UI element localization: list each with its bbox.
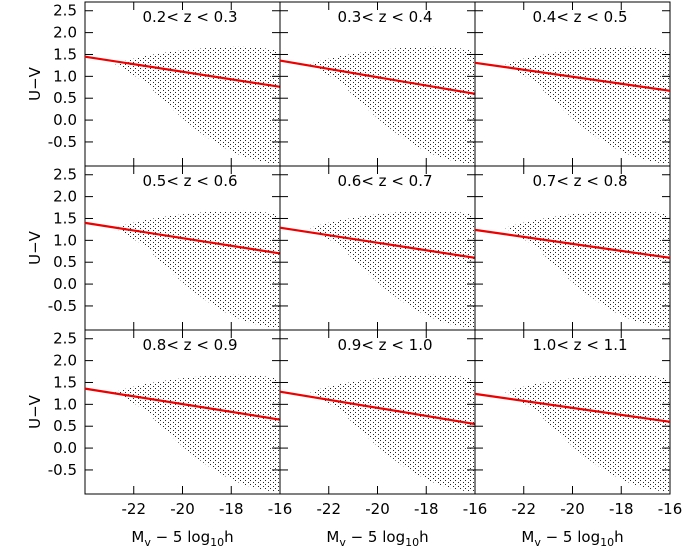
y-tick-label: 2.0: [53, 188, 77, 206]
y-tick-label: 0.5: [53, 89, 77, 107]
y-tick-label: 1.0: [53, 231, 77, 249]
y-tick-label: 0.5: [53, 253, 77, 271]
point-cloud: [115, 210, 280, 328]
x-tick-label: -22: [317, 500, 342, 518]
panel-title: 0.8< z < 0.9: [142, 336, 237, 354]
y-tick-label: 2.5: [53, 2, 77, 20]
x-axis-label-part: h: [224, 528, 234, 546]
x-tick-label: -20: [560, 500, 585, 518]
x-tick-label: -20: [170, 500, 195, 518]
fit-line: [84, 387, 281, 421]
fit-line: [474, 392, 671, 423]
y-tick-label: 1.0: [53, 395, 77, 413]
x-tick-label: -18: [414, 500, 439, 518]
fit-line: [279, 390, 476, 426]
x-axis-label-part: v: [534, 536, 541, 549]
x-axis-label-part: − 5 log: [151, 528, 210, 546]
y-tick-label: 2.0: [53, 352, 77, 370]
y-tick-label: 0.0: [53, 275, 77, 293]
point-cloud: [115, 374, 280, 492]
panel-title: 0.4< z < 0.5: [532, 8, 627, 26]
point-cloud: [505, 46, 670, 164]
fit-line: [84, 55, 281, 88]
point-cloud: [505, 210, 670, 328]
x-axis-label-part: − 5 log: [346, 528, 405, 546]
y-tick-label: 1.5: [53, 209, 77, 227]
y-tick-label: 1.0: [53, 67, 77, 85]
panel-title: 0.7< z < 0.8: [532, 172, 627, 190]
x-axis-label-part: M: [131, 528, 144, 546]
fit-line: [279, 59, 476, 95]
y-tick-label: 1.5: [53, 373, 77, 391]
x-axis-label-part: 10: [405, 536, 419, 549]
panel-title: 0.2< z < 0.3: [142, 8, 237, 26]
panel-title: 0.3< z < 0.4: [337, 8, 432, 26]
point-cloud: [310, 374, 475, 492]
x-axis-label-part: M: [326, 528, 339, 546]
x-axis-label-part: − 5 log: [541, 528, 600, 546]
y-tick-label: -0.5: [48, 461, 77, 479]
x-axis-label-part: v: [339, 536, 346, 549]
x-tick-label: -16: [463, 500, 488, 518]
x-tick-label: -22: [122, 500, 147, 518]
fit-line: [474, 228, 671, 259]
y-tick-label: 2.5: [53, 166, 77, 184]
y-tick-label: 0.5: [53, 417, 77, 435]
x-axis-label-part: h: [419, 528, 429, 546]
x-tick-label: -18: [219, 500, 244, 518]
x-axis-label-part: M: [521, 528, 534, 546]
x-tick-label: -16: [658, 500, 683, 518]
y-axis-label: U−V: [26, 230, 44, 265]
point-cloud: [310, 210, 475, 328]
x-tick-label: -22: [512, 500, 537, 518]
y-tick-label: 0.0: [53, 439, 77, 457]
panel-title: 1.0< z < 1.1: [532, 336, 627, 354]
y-tick-label: 0.0: [53, 111, 77, 129]
x-tick-label: -20: [365, 500, 390, 518]
fit-line: [84, 221, 281, 255]
point-cloud: [310, 46, 475, 164]
x-axis-label: Mv − 5 log10h: [521, 528, 623, 549]
panel-title: 0.5< z < 0.6: [142, 172, 237, 190]
x-tick-label: -16: [268, 500, 293, 518]
x-axis-label-part: 10: [210, 536, 224, 549]
x-axis-label-part: v: [144, 536, 151, 549]
x-axis-label: Mv − 5 log10h: [326, 528, 428, 549]
y-axis-label: U−V: [26, 66, 44, 101]
fit-line: [279, 226, 476, 259]
point-cloud: [505, 374, 670, 492]
point-cloud: [115, 46, 280, 164]
fit-line: [474, 61, 671, 92]
x-axis-label: Mv − 5 log10h: [131, 528, 233, 549]
y-tick-label: -0.5: [48, 133, 77, 151]
panel-title: 0.9< z < 1.0: [337, 336, 432, 354]
x-tick-label: -18: [609, 500, 634, 518]
y-tick-label: 1.5: [53, 45, 77, 63]
panel-title: 0.6< z < 0.7: [337, 172, 432, 190]
y-tick-label: 2.5: [53, 330, 77, 348]
y-axis-label: U−V: [26, 394, 44, 429]
x-axis-label-part: h: [614, 528, 624, 546]
x-axis-label-part: 10: [600, 536, 614, 549]
y-tick-label: -0.5: [48, 297, 77, 315]
y-tick-label: 2.0: [53, 24, 77, 42]
